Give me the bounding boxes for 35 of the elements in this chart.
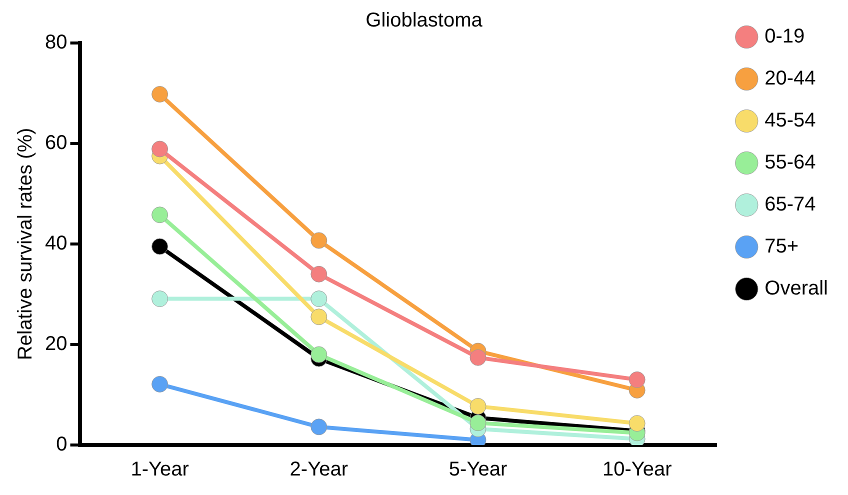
legend-label: 0-19 (764, 26, 805, 48)
point (470, 398, 486, 415)
point (152, 86, 168, 103)
point (152, 140, 168, 158)
y-tick-label: 60 (44, 132, 68, 154)
y-tick-label: 20 (44, 333, 68, 356)
point (310, 266, 328, 282)
point (628, 415, 646, 432)
x-tick-label: 1-Year (130, 458, 190, 481)
point (470, 414, 486, 432)
y-axis-title: Relative survival rates (%) (14, 128, 37, 360)
point (152, 376, 168, 392)
point (310, 308, 328, 326)
legend-label: 65-74 (764, 194, 816, 216)
y-tick-label: 40 (44, 232, 68, 255)
point (310, 418, 328, 436)
x-tick-label: 10-Year (602, 458, 672, 481)
legend-label: 45-54 (764, 110, 816, 132)
point (310, 346, 328, 363)
legend-label: 75+ (764, 236, 799, 258)
point (310, 290, 328, 308)
point (310, 232, 328, 249)
point (152, 290, 168, 308)
legend-label: Overall (764, 278, 828, 300)
point (152, 238, 168, 255)
legend-label: 55-64 (764, 152, 816, 174)
x-tick-label: 5-Year (448, 458, 508, 481)
point (152, 206, 168, 224)
point (470, 349, 486, 366)
y-tick-label: 80 (44, 32, 68, 54)
point (628, 371, 646, 388)
chart-title: Glioblastoma (366, 10, 484, 32)
y-tick-label: 0 (56, 434, 68, 456)
x-tick-label: 2-Year (290, 458, 348, 481)
legend-label: 20-44 (764, 68, 816, 90)
